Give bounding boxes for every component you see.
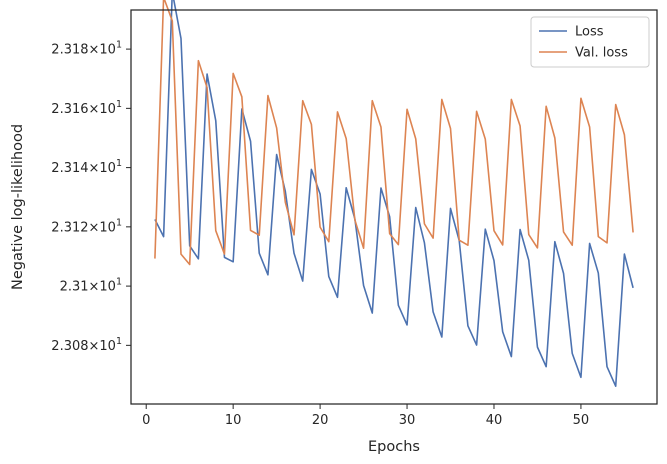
y-tick-label: 2.31×101 bbox=[60, 277, 122, 295]
x-tick-label: 20 bbox=[312, 413, 329, 428]
x-ticks: 0 10 20 30 40 50 bbox=[142, 404, 589, 428]
legend: Loss Val. loss bbox=[530, 16, 650, 68]
y-tick-label: 2.318×101 bbox=[51, 40, 122, 58]
plot-background bbox=[131, 10, 657, 404]
y-tick-label: 2.316×101 bbox=[51, 99, 122, 117]
y-tick-label: 2.314×101 bbox=[51, 158, 122, 176]
x-tick-label: 40 bbox=[486, 413, 503, 428]
series-line-val-loss bbox=[154, 0, 634, 266]
legend-entry: Val. loss bbox=[575, 46, 628, 61]
x-tick-label: 50 bbox=[573, 413, 590, 428]
series-line-loss bbox=[154, 0, 634, 388]
legend-entry: Loss bbox=[575, 25, 604, 40]
y-tick-label: 2.312×101 bbox=[51, 217, 122, 235]
y-tick-label: 2.308×101 bbox=[51, 336, 122, 354]
legend-frame bbox=[530, 16, 650, 68]
x-tick-label: 0 bbox=[142, 413, 150, 428]
plot-frame bbox=[130, 9, 658, 405]
y-axis-label: Negative log-likelihood bbox=[10, 124, 26, 290]
x-tick-label: 30 bbox=[399, 413, 416, 428]
x-tick-label: 10 bbox=[225, 413, 242, 428]
y-ticks: 2.308×101 2.31×101 2.312×101 2.314×101 2.316… bbox=[51, 40, 131, 354]
x-axis-label: Epochs bbox=[368, 439, 420, 455]
series-layer bbox=[154, 0, 634, 388]
